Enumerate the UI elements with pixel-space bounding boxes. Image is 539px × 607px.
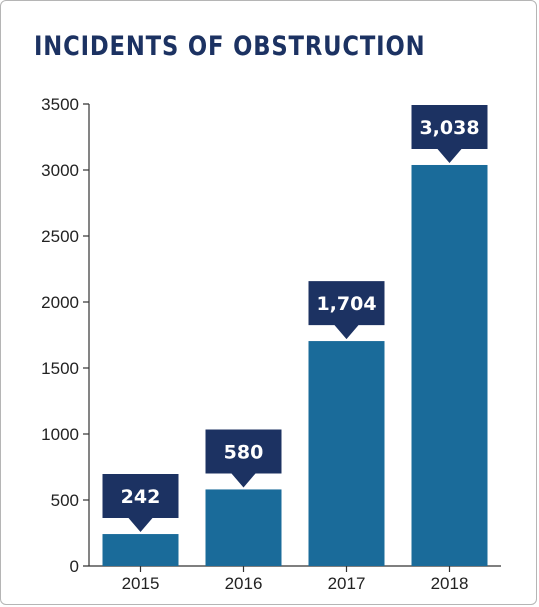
data-label-box (308, 281, 385, 340)
chart-title: INCIDENTS OF OBSTRUCTION (34, 31, 426, 62)
data-label-box (411, 104, 488, 163)
data-label: 3,038 (419, 117, 479, 139)
data-label-box (102, 474, 179, 533)
axes: 0 500 1000 1500 2000 2500 3000 3500 2015 2016 2017… (41, 95, 501, 593)
y-tick-label: 500 (51, 491, 79, 510)
bars (102, 164, 488, 566)
data-label: 242 (121, 486, 161, 508)
y-tick-label: 1500 (41, 359, 79, 378)
y-tick-label: 0 (70, 557, 79, 576)
x-tick-label: 2018 (431, 574, 469, 593)
data-label: 580 (224, 441, 264, 463)
y-tick-label: 1000 (41, 425, 79, 444)
x-tick-label: 2017 (328, 574, 366, 593)
y-tick-label: 3000 (41, 161, 79, 180)
bar (411, 164, 488, 566)
data-labels: 242 580 1,704 3,038 (102, 104, 488, 533)
y-tick-label: 2000 (41, 293, 79, 312)
y-tick-label: 3500 (41, 95, 79, 114)
data-label-box (205, 429, 282, 488)
data-label: 1,704 (316, 293, 376, 315)
bar (102, 534, 179, 566)
bar (308, 341, 385, 566)
x-tick-label: 2015 (122, 574, 160, 593)
x-tick-label: 2016 (225, 574, 263, 593)
y-tick-label: 2500 (41, 227, 79, 246)
bar (205, 489, 282, 566)
